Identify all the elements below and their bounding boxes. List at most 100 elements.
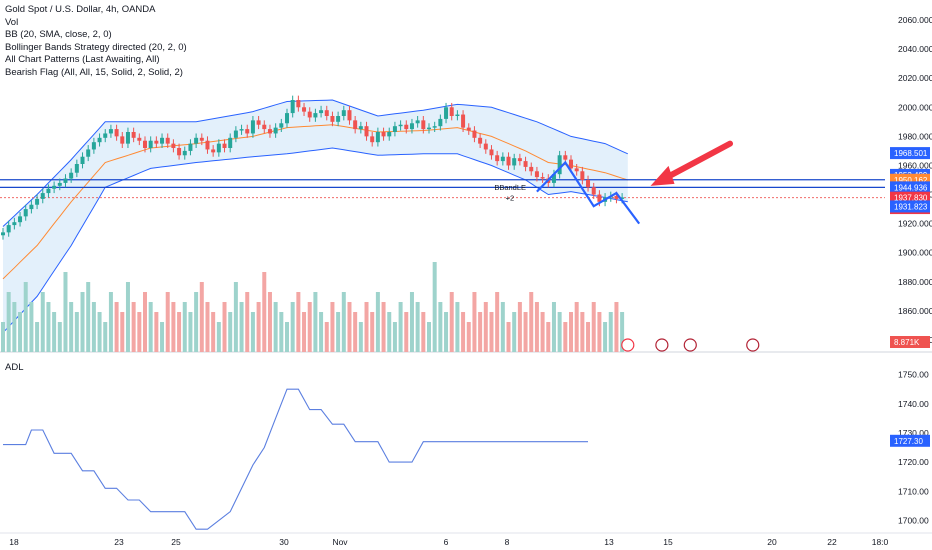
volume-bar bbox=[35, 322, 40, 352]
legend-bollinger[interactable]: BB (20, SMA, close, 2, 0) bbox=[5, 29, 112, 41]
volume-bar bbox=[597, 312, 602, 352]
candle-body bbox=[563, 155, 568, 160]
volume-bar bbox=[478, 312, 483, 352]
candle-body bbox=[375, 132, 380, 143]
volume-bar bbox=[506, 322, 511, 352]
time-axis-tick: 18:0 bbox=[872, 537, 889, 547]
volume-bar bbox=[239, 302, 244, 352]
legend-volume[interactable]: Vol bbox=[5, 16, 19, 28]
signal-label-bbandle: BBandLE bbox=[494, 183, 526, 192]
volume-bar bbox=[370, 312, 375, 352]
volume-bar bbox=[40, 292, 45, 352]
candle-body bbox=[461, 114, 466, 128]
candle-body bbox=[387, 132, 392, 137]
volume-bar bbox=[569, 312, 573, 352]
time-axis-tick: 6 bbox=[444, 537, 449, 547]
adl-axis-tick: 1750.00 bbox=[898, 370, 929, 380]
volume-bar bbox=[307, 302, 312, 352]
candle-body bbox=[534, 171, 539, 178]
volume-bar bbox=[171, 302, 176, 352]
adl-axis-tick: 1730.00 bbox=[898, 428, 929, 438]
price-axis-tick: 1880.000 bbox=[898, 277, 932, 287]
legend-bearish-flag[interactable]: Bearish Flag (All, All, 15, Solid, 2, So… bbox=[5, 66, 183, 78]
volume-bar bbox=[415, 302, 420, 352]
volume-bar bbox=[245, 292, 250, 352]
legend-symbol[interactable]: Gold Spot / U.S. Dollar, 4h, OANDA bbox=[5, 4, 156, 15]
price-axis-tick: 1860.000 bbox=[898, 306, 932, 316]
price-label-box bbox=[890, 200, 930, 213]
volume-bar bbox=[302, 312, 307, 352]
volume-bar bbox=[18, 312, 23, 352]
time-axis-tick: 23 bbox=[114, 537, 124, 547]
us-flag-event-icon bbox=[683, 338, 697, 352]
candle-body bbox=[12, 222, 17, 226]
volume-bar bbox=[324, 322, 329, 352]
time-axis-tick: 18 bbox=[9, 537, 19, 547]
bearish-flag-pattern bbox=[536, 160, 641, 225]
candle-body bbox=[591, 187, 596, 195]
volume-bar bbox=[148, 302, 153, 352]
time-axis-tick: Nov bbox=[332, 537, 348, 547]
volume-bar bbox=[466, 322, 471, 352]
volume-bar bbox=[211, 312, 216, 352]
candle-body bbox=[211, 149, 216, 153]
candle-body bbox=[6, 225, 11, 233]
volume-bar bbox=[91, 302, 96, 352]
price-axis-tick: 2000.000 bbox=[898, 102, 932, 112]
candle-body bbox=[512, 158, 517, 166]
candle-body bbox=[86, 149, 91, 157]
candle-body bbox=[478, 137, 483, 144]
candle-body bbox=[148, 140, 153, 148]
volume-bar bbox=[347, 302, 352, 352]
volume-bar bbox=[103, 322, 108, 352]
price-axis-tick: 1900.000 bbox=[898, 248, 932, 258]
volume-bar bbox=[256, 302, 261, 352]
volume-bar bbox=[80, 292, 85, 352]
volume-bar bbox=[57, 322, 62, 352]
candle-body bbox=[551, 174, 556, 183]
candle-body bbox=[35, 198, 40, 205]
price-axis-tick: 2020.000 bbox=[898, 73, 932, 83]
volume-bar bbox=[523, 312, 528, 352]
price-label-text: 1944.936 bbox=[894, 183, 928, 192]
volume-bar bbox=[120, 312, 125, 352]
volume-bar bbox=[614, 302, 619, 352]
price-label-box bbox=[890, 181, 930, 194]
volume-bar bbox=[551, 302, 556, 352]
candle-body bbox=[614, 196, 619, 199]
volume-bar bbox=[438, 302, 443, 352]
candle-body bbox=[262, 124, 267, 130]
volume-bar bbox=[455, 302, 460, 352]
volume-bar bbox=[273, 302, 278, 352]
bollinger-upper-line bbox=[2, 99, 629, 227]
adl-label-box bbox=[890, 434, 930, 447]
volume-bar bbox=[285, 322, 289, 352]
candle-body bbox=[557, 155, 562, 175]
volume-bar bbox=[398, 302, 403, 352]
volume-bar bbox=[228, 312, 233, 352]
legend-bb-strategy[interactable]: Bollinger Bands Strategy directed (20, 2… bbox=[5, 41, 187, 53]
candle-body bbox=[256, 120, 261, 125]
candle-body bbox=[381, 132, 386, 137]
volume-bar bbox=[392, 322, 397, 352]
candle-body bbox=[228, 137, 233, 148]
price-axis-tick: 2060.000 bbox=[898, 15, 932, 25]
us-flag-event-icon bbox=[655, 338, 669, 352]
candle-body bbox=[250, 120, 255, 134]
volume-bar bbox=[620, 312, 625, 352]
price-label-text: 1968.501 bbox=[894, 149, 928, 158]
candle-body bbox=[97, 137, 102, 143]
candle-body bbox=[569, 159, 573, 169]
volume-bar bbox=[52, 312, 57, 352]
volume-bar bbox=[461, 312, 466, 352]
candle-body bbox=[455, 114, 460, 116]
candle-body bbox=[597, 194, 602, 202]
price-axis-tick: 1920.000 bbox=[898, 219, 932, 229]
candle-body bbox=[444, 107, 449, 119]
volume-bar bbox=[262, 272, 267, 352]
volume-bar bbox=[353, 312, 358, 352]
adl-pane-label[interactable]: ADL bbox=[5, 362, 24, 373]
candle-body bbox=[404, 124, 409, 130]
legend-chart-patterns[interactable]: All Chart Patterns (Last Awaiting, All) bbox=[5, 54, 160, 66]
